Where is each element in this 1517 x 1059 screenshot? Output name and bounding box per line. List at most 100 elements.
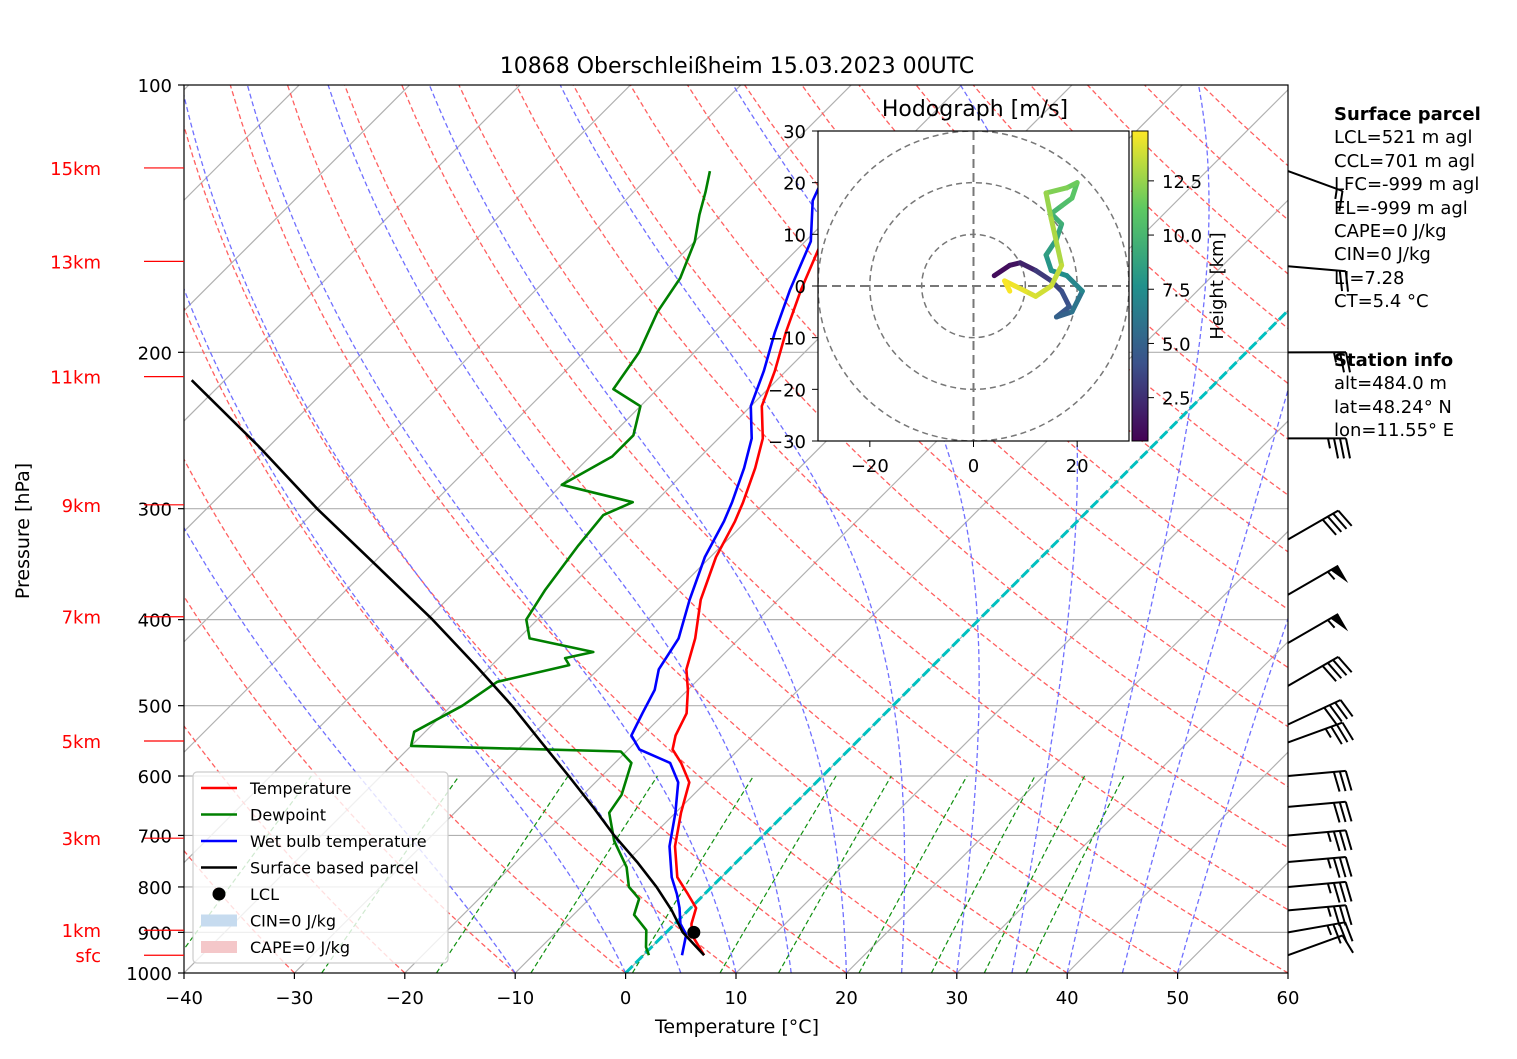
mixing-ratio-line	[983, 775, 1086, 973]
profile-lines	[190, 164, 845, 957]
wind-barb-full	[1332, 882, 1341, 903]
hodograph-segment	[991, 262, 1013, 279]
hodograph-y-tick-label: 10	[783, 225, 806, 246]
wind-barb-full	[1332, 924, 1342, 944]
dry-adiabat	[184, 595, 516, 973]
wind-barb	[1287, 437, 1351, 459]
mixing-ratio-line	[930, 775, 1036, 973]
isotherm	[845, 530, 1288, 973]
legend-label: CAPE=0 J/kg	[250, 938, 350, 957]
y-tick-label: 300	[138, 500, 172, 521]
hodograph-colorbar	[1131, 130, 1149, 442]
mixing-ratio-line	[719, 775, 837, 973]
legend-swatch	[201, 914, 237, 927]
x-tick-label: 30	[945, 988, 968, 1009]
hodograph-segment	[1033, 283, 1054, 299]
wind-barb-staff	[1287, 170, 1343, 192]
surface-parcel-title: Surface parcel	[1334, 104, 1481, 125]
height-label: 13km	[50, 252, 101, 273]
wind-barb-full	[1337, 656, 1353, 673]
wind-barb-full	[1332, 512, 1348, 530]
surface-parcel-li: LI=7.28	[1334, 267, 1405, 289]
wind-barb-full	[1332, 906, 1341, 927]
wind-barb-full	[1323, 707, 1338, 725]
isotherm	[184, 85, 852, 754]
hodograph-y-tick-label: 0	[795, 277, 806, 298]
dry-adiabat	[401, 85, 1288, 973]
wind-barb-full	[1338, 882, 1347, 903]
chart-title: 10868 Oberschleißheim 15.03.2023 00UTC	[500, 54, 975, 79]
wind-barb-full	[1332, 659, 1348, 676]
wind-barb-full	[1339, 352, 1345, 373]
wind-barb-full	[1332, 771, 1341, 792]
hodograph-segment	[1033, 268, 1054, 284]
dry-adiabat	[458, 85, 1288, 911]
wind-barb	[1287, 351, 1351, 373]
wind-barb	[1287, 699, 1354, 726]
wind-barb-full	[1338, 857, 1347, 878]
x-tick-label: −40	[165, 988, 203, 1009]
y-tick-label: 100	[138, 76, 172, 97]
wind-barb-staff	[1287, 721, 1343, 744]
hodograph-segment	[1048, 216, 1065, 268]
wind-barb-half	[1327, 571, 1336, 581]
hodograph-x-tick-label: 20	[1066, 456, 1089, 477]
wind-barb	[1287, 921, 1354, 944]
wind-barb-half	[1327, 619, 1336, 629]
wind-barb-staff	[1287, 904, 1346, 912]
colorbar-tick-label: 12.5	[1162, 172, 1202, 193]
height-label: 15km	[50, 159, 101, 180]
wind-barb-full	[1338, 802, 1347, 823]
wind-barb-full	[1345, 352, 1351, 373]
wind-barb-full	[1332, 831, 1341, 852]
x-tick-label: −30	[275, 988, 313, 1009]
wind-barb-full	[1344, 770, 1353, 791]
wind-barb	[1287, 880, 1353, 903]
dry-adiabat	[286, 85, 1068, 973]
hodograph-segment	[1043, 190, 1054, 222]
wind-barb-full	[1344, 904, 1353, 926]
legend-label: Wet bulb temperature	[250, 832, 427, 851]
wind-barb-flag	[1330, 614, 1349, 632]
y-tick-label: 500	[138, 697, 172, 718]
wind-barb-flag	[1330, 565, 1349, 584]
hodograph-x-tick-label: −20	[851, 456, 889, 477]
wind-barb-full	[1339, 438, 1345, 459]
x-tick-label: 50	[1166, 988, 1189, 1009]
hodograph-y-tick-label: 20	[783, 174, 806, 195]
hodograph-segment	[1064, 273, 1085, 294]
hodograph-segment	[1002, 278, 1013, 294]
wind-barb	[1287, 564, 1349, 596]
wind-barb-full	[1344, 921, 1354, 942]
wind-barb-full	[1338, 830, 1347, 851]
legend-box	[192, 771, 449, 964]
x-tick-label: −20	[386, 988, 424, 1009]
hodograph-title: Hodograph [m/s]	[882, 97, 1068, 122]
wind-barb-staff	[1287, 880, 1346, 888]
moist-adiabat	[184, 287, 627, 973]
wind-barbs	[1287, 170, 1354, 957]
wind-barb-full	[1332, 802, 1341, 823]
wind-barb-staff	[1287, 265, 1346, 273]
surface-parcel-panel: Surface parcel LCL=521 m agl CCL=701 m a…	[1334, 103, 1481, 314]
legend-label: Dewpoint	[250, 806, 326, 825]
wind-barb-staff	[1287, 856, 1346, 864]
wind-barb	[1287, 170, 1344, 212]
hodograph-segment	[1069, 288, 1085, 315]
isotherm	[184, 85, 631, 533]
wind-barb-full	[1339, 699, 1354, 718]
wind-barb	[1287, 509, 1353, 541]
wind-barb	[1287, 934, 1354, 957]
surface-parcel-lcl: LCL=521 m agl	[1334, 127, 1473, 149]
x-tick-label: 40	[1056, 988, 1079, 1009]
wind-barb	[1287, 829, 1353, 852]
hodograph-segment	[1017, 260, 1039, 273]
height-label: 5km	[62, 732, 101, 753]
wind-barb-full	[1344, 881, 1353, 902]
hodograph-y-tick-label: −30	[768, 432, 806, 453]
wind-barb-half	[1326, 925, 1333, 936]
hodograph: Hodograph [m/s] −20 0 20 30 20 10 0 −10 −20 −30 2.…	[768, 97, 1228, 477]
dry-adiabat	[184, 457, 627, 973]
x-tick-label: 60	[1277, 988, 1300, 1009]
wind-barb-full	[1338, 771, 1347, 792]
